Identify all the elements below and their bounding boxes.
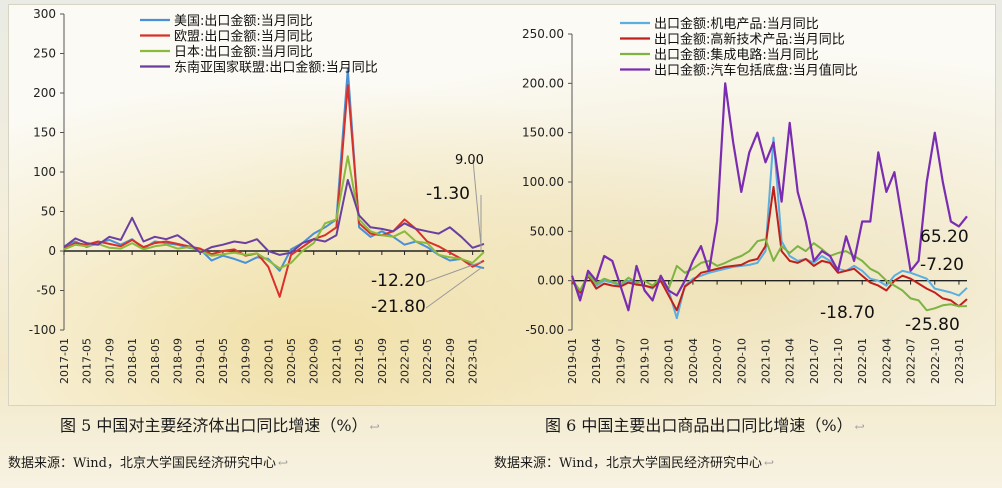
legend-entry: 出口金额:汽车包括底盘:当月值同比 xyxy=(654,63,858,79)
x-tick-label: 2019-07 xyxy=(614,338,627,384)
y-tick-label: -100 xyxy=(29,323,56,337)
legend-entry: 东南亚国家联盟:出口金额:当月同比 xyxy=(174,60,378,76)
y-tick-label: -50.00 xyxy=(525,323,564,337)
x-tick-label: 2017-05 xyxy=(81,338,94,384)
chart-2: -50.00 0.00 50.00 100.00 150.00 200.00 250.00 2… xyxy=(522,16,969,384)
chart-panel xyxy=(8,4,996,406)
x-tick-label: 2022-07 xyxy=(905,338,918,384)
y-tick-label: 150.00 xyxy=(522,126,564,140)
annotation-label: 9.00 xyxy=(455,153,484,168)
annotation-label: -7.20 xyxy=(920,255,964,275)
y-tick-label: 0 xyxy=(48,244,56,258)
annotation-label: -1.30 xyxy=(426,184,470,204)
x-tick-label: 2022-10 xyxy=(929,338,942,384)
y-tick-label: 200 xyxy=(33,86,56,100)
x-tick-label: 2021-04 xyxy=(784,338,797,384)
x-tick-label: 2020-04 xyxy=(687,338,700,384)
x-tick-label: 2020-10 xyxy=(735,338,748,384)
y-tick-label: 50 xyxy=(41,205,56,219)
x-tick-label: 2019-04 xyxy=(590,338,603,384)
x-tick-label: 2019-01 xyxy=(566,338,579,384)
x-tick-label: 2023-01 xyxy=(953,338,966,384)
x-tick-label: 2022-04 xyxy=(880,338,893,384)
series-line xyxy=(571,185,968,312)
x-tick-label: 2021-01 xyxy=(759,338,772,384)
x-tick-label: 2020-05 xyxy=(285,338,298,384)
chart1-source: 数据来源：Wind，北京大学国民经济研究中心 ↩ xyxy=(8,456,289,471)
x-tick-label: 2021-10 xyxy=(832,338,845,384)
legend-entry: 出口金额:机电产品:当月同比 xyxy=(654,16,819,32)
x-tick-label: 2022-05 xyxy=(421,338,434,384)
x-tick-label: 2023-01 xyxy=(467,338,480,384)
annotation-label: -12.20 xyxy=(371,271,426,291)
series-line xyxy=(63,68,485,272)
x-tick-label: 2021-09 xyxy=(376,338,389,384)
y-tick-label: 100.00 xyxy=(522,175,564,189)
y-tick-label: 0.00 xyxy=(537,274,564,288)
x-tick-label: 2020-01 xyxy=(262,338,275,384)
annotation-leader xyxy=(425,261,482,283)
x-tick-label: 2020-09 xyxy=(308,338,321,384)
annotation-label: -21.80 xyxy=(371,297,426,317)
annotation-label: 65.20 xyxy=(920,227,969,247)
annotation-leader xyxy=(425,267,482,309)
y-tick-label: 100 xyxy=(33,165,56,179)
annotation-label: -18.70 xyxy=(820,303,875,323)
x-tick-label: 2021-05 xyxy=(353,338,366,384)
x-tick-label: 2018-09 xyxy=(172,338,185,384)
x-tick-label: 2017-01 xyxy=(58,338,71,384)
x-tick-label: 2019-09 xyxy=(240,338,253,384)
annotation-leader xyxy=(472,159,482,247)
legend-entry: 出口金额:集成电路:当月同比 xyxy=(654,47,819,63)
annotation-label: -25.80 xyxy=(905,315,960,335)
legend-entry: 出口金额:高新技术产品:当月同比 xyxy=(654,32,845,48)
y-tick-label: 250.00 xyxy=(522,27,564,41)
y-tick-label: -50 xyxy=(36,284,56,298)
x-tick-label: 2022-01 xyxy=(856,338,869,384)
legend-entry: 日本:出口金额:当月同比 xyxy=(174,44,313,60)
series-line xyxy=(571,238,968,312)
chart-1: -100 -50 0 50 100 150 200 250 300 2017-01 2017-05 2… xyxy=(29,7,485,384)
x-tick-label: 2022-09 xyxy=(444,338,457,384)
chart2-source: 数据来源：Wind，北京大学国民经济研究中心 ↩ xyxy=(494,456,775,471)
y-tick-label: 50.00 xyxy=(530,224,564,238)
y-tick-label: 200.00 xyxy=(522,76,564,90)
x-tick-label: 2018-05 xyxy=(149,338,162,384)
x-tick-label: 2018-01 xyxy=(126,338,139,384)
x-tick-label: 2022-01 xyxy=(399,338,412,384)
x-tick-label: 2019-10 xyxy=(639,338,652,384)
series-line xyxy=(570,82,968,312)
legend-entry: 欧盟:出口金额:当月同比 xyxy=(174,29,313,45)
chart1-caption: 图 5 中国对主要经济体出口同比增速（%） ↩ xyxy=(60,416,380,435)
y-tick-label: 300 xyxy=(33,7,56,21)
x-tick-label: 2019-01 xyxy=(194,338,207,384)
y-tick-label: 250 xyxy=(33,47,56,61)
x-tick-label: 2017-09 xyxy=(103,338,116,384)
y-tick-label: 150 xyxy=(33,126,56,140)
x-tick-label: 2019-05 xyxy=(217,338,230,384)
series-line xyxy=(63,155,485,270)
x-tick-label: 2021-07 xyxy=(808,338,821,384)
series-line xyxy=(63,178,485,256)
chart2-caption: 图 6 中国主要出口商品出口同比增速（%） ↩ xyxy=(545,416,865,435)
x-tick-label: 2021-01 xyxy=(330,338,343,384)
legend-entry: 美国:出口金额:当月同比 xyxy=(174,13,313,29)
x-tick-label: 2020-07 xyxy=(711,338,724,384)
x-tick-label: 2020-01 xyxy=(663,338,676,384)
